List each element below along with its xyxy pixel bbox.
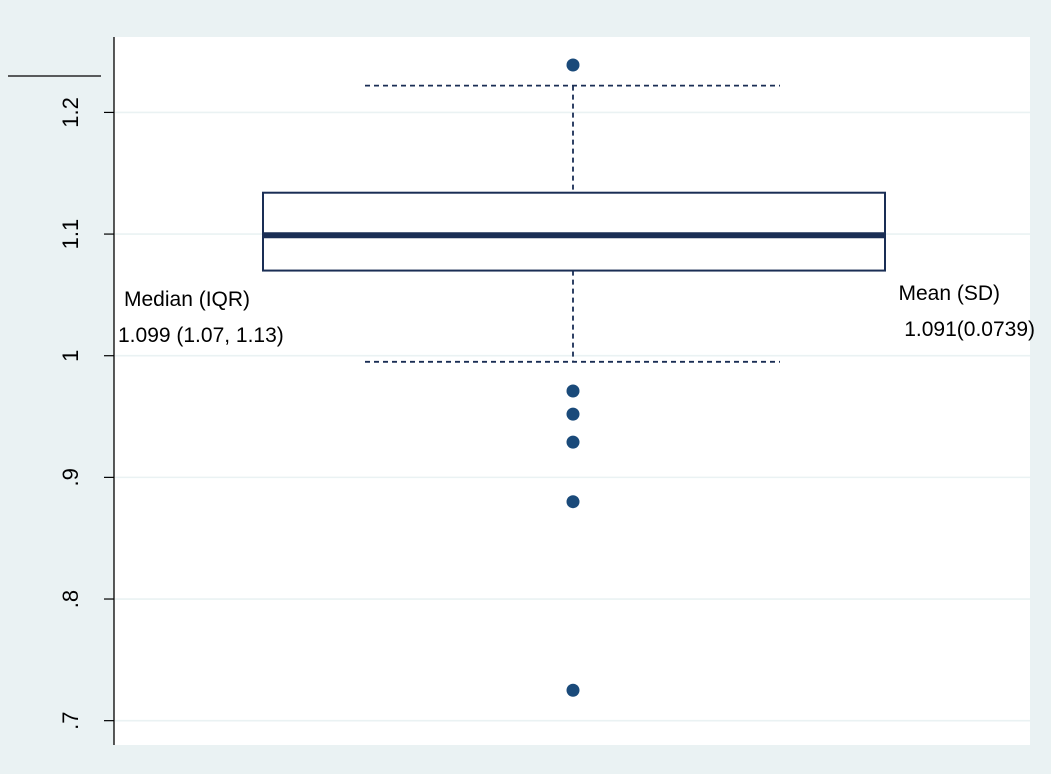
- outlier-point: [566, 435, 580, 449]
- outlier-point: [566, 384, 580, 398]
- iqr-box: [262, 191, 886, 272]
- outlier-point: [566, 407, 580, 421]
- iqr-box-group: [262, 191, 886, 272]
- outlier-point: [566, 495, 580, 509]
- y-ticks: .7 .8 .9 1 1.1 1.2: [58, 97, 114, 730]
- y-tick-label: 1.1: [58, 219, 83, 250]
- outlier-point: [566, 683, 580, 697]
- y-tick-label: 1: [58, 350, 83, 362]
- y-tick-label: 1.2: [58, 97, 83, 128]
- whiskers: [365, 84, 780, 363]
- outliers: [566, 58, 580, 697]
- median-iqr-value: 1.099 (1.07, 1.13): [118, 324, 284, 347]
- median-iqr-title: Median (IQR): [124, 288, 250, 311]
- y-tick-label: .8: [58, 590, 83, 608]
- mean-sd-title: Mean (SD): [898, 282, 1000, 305]
- mean-sd-value: 1.091(0.0739): [904, 318, 1035, 341]
- outlier-point: [566, 58, 580, 72]
- y-tick-label: .7: [58, 711, 83, 729]
- y-tick-label: .9: [58, 468, 83, 486]
